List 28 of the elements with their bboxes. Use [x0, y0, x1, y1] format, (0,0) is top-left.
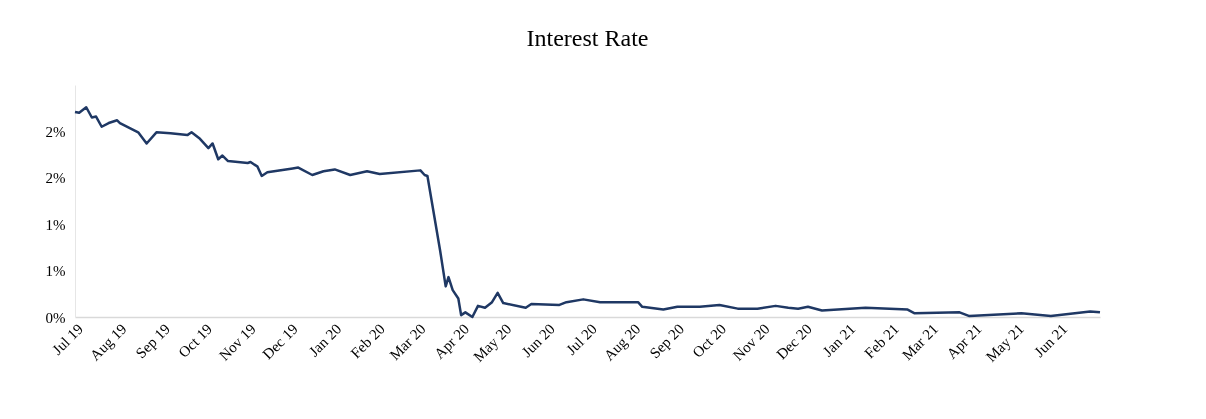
x-tick-label: Dec 19 [259, 320, 301, 363]
x-tick-label: Jul 20 [563, 320, 601, 358]
x-tick-label: Sep 20 [646, 320, 688, 362]
x-tick-label: Jun 20 [518, 320, 558, 361]
x-tick-label: Aug 19 [86, 320, 130, 364]
x-tick-label: May 21 [982, 320, 1027, 365]
y-tick-label: 2% [45, 123, 66, 140]
x-tick-label: May 20 [470, 320, 515, 365]
x-tick-label: Oct 19 [175, 320, 216, 361]
x-tick-label: Apr 21 [943, 320, 985, 362]
y-tick-label: 1% [45, 263, 66, 280]
x-tick-label: Aug 20 [600, 320, 644, 364]
x-tick-label: Jan 21 [819, 320, 859, 360]
x-tick-label: Jun 21 [1031, 320, 1071, 361]
chart-title: Interest Rate [526, 25, 649, 51]
x-tick-label: Nov 19 [215, 320, 259, 364]
x-tick-label: Apr 20 [431, 320, 473, 362]
x-tick-label: Nov 20 [729, 320, 773, 364]
y-tick-label: 0% [45, 309, 66, 326]
y-tick-label: 2% [45, 170, 66, 187]
x-tick-label: Feb 20 [347, 320, 388, 362]
x-tick-label: Sep 19 [132, 320, 174, 362]
y-tick-label: 1% [45, 216, 66, 233]
x-tick-label: Dec 20 [773, 320, 815, 363]
x-tick-label: Jan 20 [305, 320, 345, 360]
x-tick-label: Mar 20 [386, 320, 429, 364]
line-series [73, 106, 1102, 319]
x-tick-label: Oct 20 [689, 320, 730, 361]
